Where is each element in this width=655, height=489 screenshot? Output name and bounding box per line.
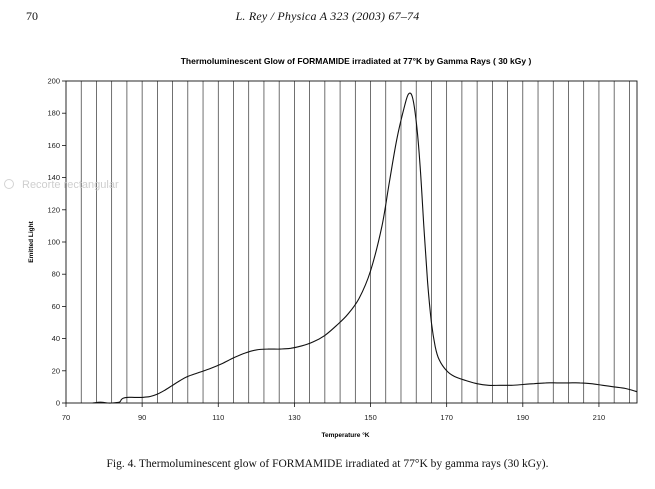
x-axis-label: Temperature °K <box>322 431 370 439</box>
overlay-hint: Recorte rectangular <box>4 179 119 191</box>
y-tick-label: 40 <box>52 334 60 343</box>
series-line <box>92 92 638 404</box>
x-tick-label: 70 <box>62 413 70 422</box>
chart-grid <box>80 81 630 403</box>
plot-frame <box>65 80 638 404</box>
y-axis: 0 20 40 60 80 100 120 140 160 180 200 <box>47 77 66 408</box>
running-head: L. Rey / Physica A 323 (2003) 67–74 <box>235 9 420 23</box>
y-tick-label: 180 <box>47 109 60 118</box>
y-tick-label: 160 <box>47 141 60 150</box>
x-tick-label: 210 <box>593 413 606 422</box>
x-tick-label: 90 <box>138 413 146 422</box>
x-tick-label: 110 <box>212 413 224 422</box>
y-tick-label: 140 <box>47 173 60 182</box>
x-tick-label: 130 <box>288 413 301 422</box>
y-tick-label: 20 <box>52 366 60 375</box>
crop-icon <box>4 179 14 189</box>
y-tick-label: 120 <box>47 205 60 214</box>
x-tick-label: 170 <box>440 413 453 422</box>
x-tick-label: 190 <box>517 413 530 422</box>
overlay-hint-text: Recorte rectangular <box>22 179 119 191</box>
y-tick-label: 100 <box>47 238 60 247</box>
y-axis-label: Emitted Light <box>28 220 35 262</box>
y-tick-label: 0 <box>56 399 60 408</box>
chart-title: Thermoluminescent Glow of FORMAMIDE irra… <box>181 56 532 66</box>
x-axis: 70 90 110 130 150 170 190 210 <box>62 403 605 422</box>
page-number: 70 <box>26 9 38 23</box>
y-tick-label: 200 <box>47 77 60 86</box>
y-tick-label: 80 <box>52 270 60 279</box>
y-tick-label: 60 <box>52 302 60 311</box>
figure-caption: Fig. 4. Thermoluminescent glow of FORMAM… <box>106 458 549 470</box>
x-tick-label: 150 <box>364 413 377 422</box>
